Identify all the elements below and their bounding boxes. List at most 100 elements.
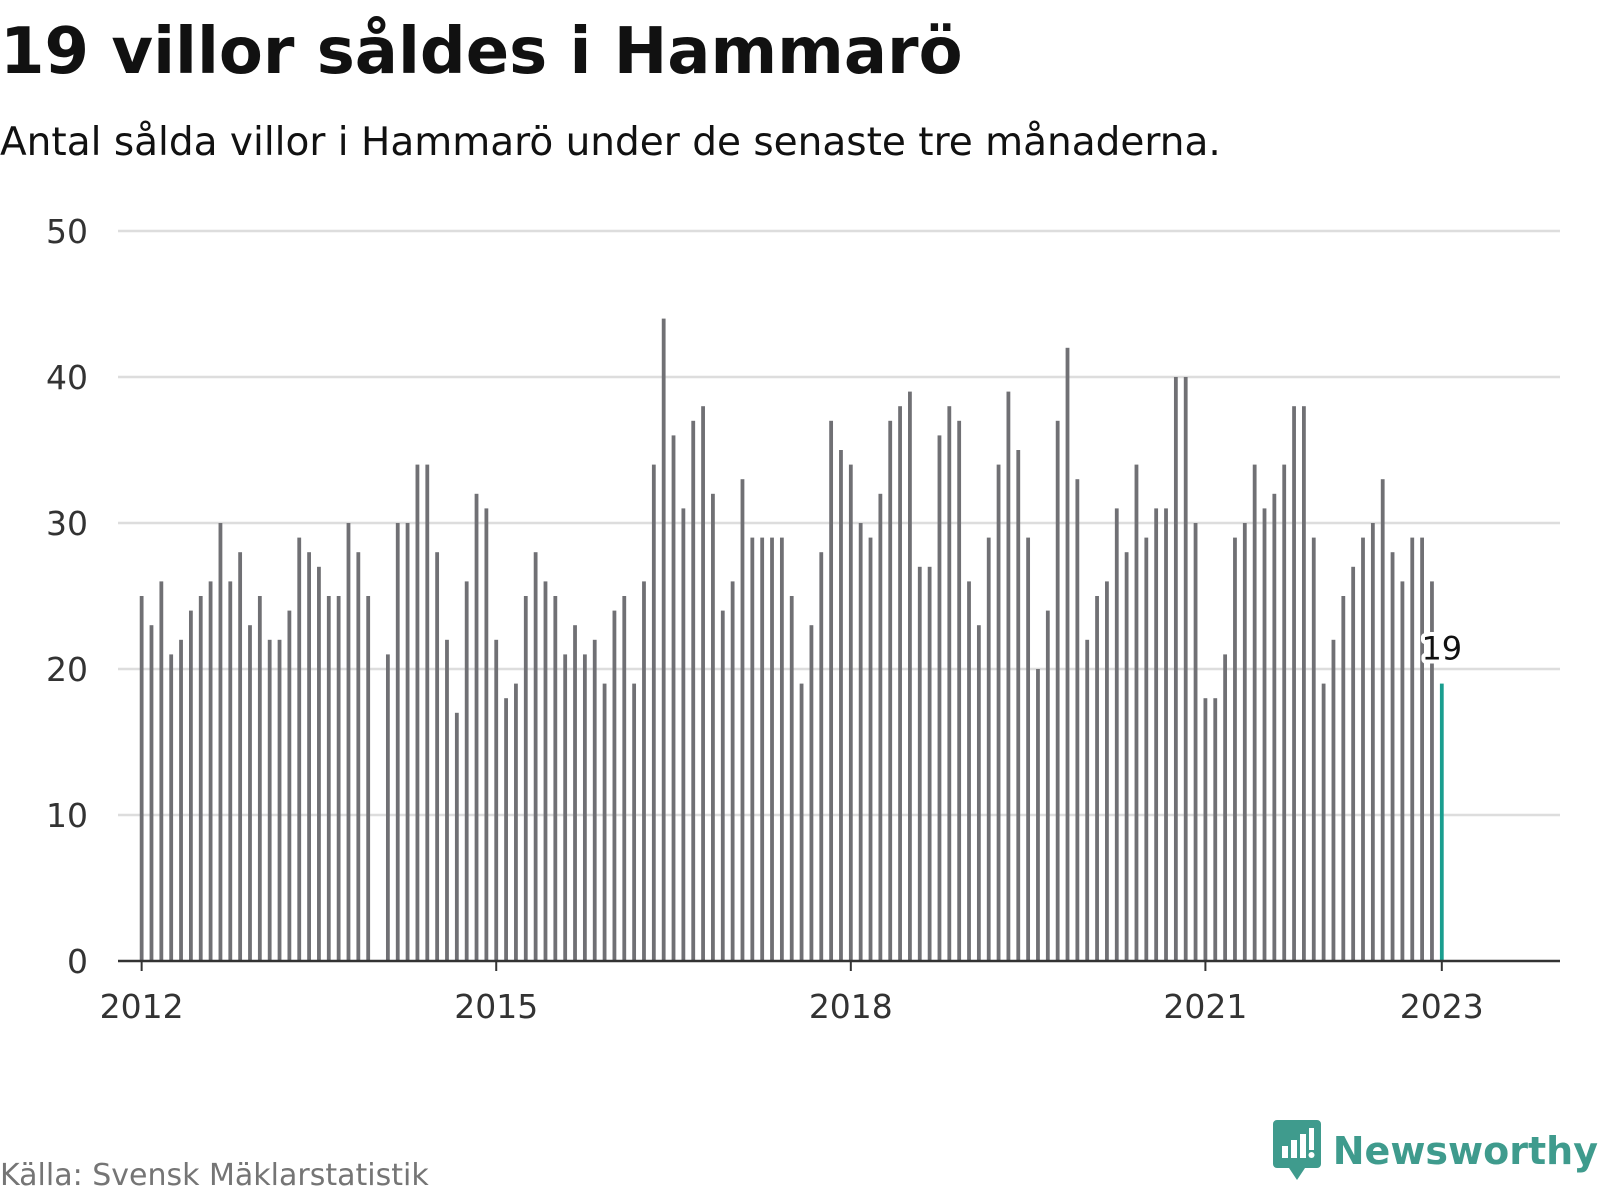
bar [740, 479, 745, 961]
bar [760, 537, 765, 961]
y-tick-label: 20 [46, 650, 88, 689]
bar [1134, 464, 1139, 961]
bar [395, 523, 400, 961]
x-tick-label: 2012 [100, 987, 184, 1026]
bar [671, 435, 676, 961]
bar [1302, 406, 1306, 961]
bar [405, 523, 410, 961]
bar [317, 566, 321, 961]
bar [1026, 537, 1031, 961]
bar [346, 523, 351, 961]
bar [425, 464, 430, 961]
bar [829, 420, 834, 961]
bar [1390, 552, 1395, 961]
bar [1095, 596, 1099, 961]
x-tick-label: 2021 [1163, 987, 1247, 1026]
bar [888, 420, 893, 961]
x-tick-label: 2015 [454, 987, 538, 1026]
bar [730, 581, 735, 961]
bar [454, 712, 459, 961]
bar-chart: 0 10 20 30 40 50 2012 2015 2018 2021 2023 19 [46, 212, 1560, 1026]
bar [947, 406, 952, 961]
bar [287, 610, 292, 961]
bar [484, 508, 489, 961]
bar [218, 523, 223, 961]
bar [297, 537, 302, 961]
bar [1016, 450, 1021, 961]
bar [1173, 377, 1178, 961]
bar [1124, 552, 1129, 961]
bar [1105, 581, 1109, 961]
bar [622, 596, 627, 961]
bar [149, 625, 154, 961]
bar [257, 596, 262, 961]
bar [799, 683, 804, 961]
y-tick-label: 50 [46, 212, 88, 251]
chart-title: 19 villor såldes i Hammarö [0, 15, 963, 89]
bar [1351, 566, 1356, 961]
bar [848, 464, 853, 961]
bar [1380, 479, 1385, 961]
highlight-value-label: 19 [1421, 630, 1462, 668]
bar [770, 537, 774, 961]
bar [908, 391, 912, 962]
bar [1085, 639, 1090, 961]
bar [464, 581, 469, 961]
bar [976, 625, 981, 961]
bar [523, 596, 528, 961]
bar [198, 596, 203, 961]
bar [385, 654, 390, 961]
bar [809, 625, 814, 961]
x-tick-label: 2023 [1400, 987, 1484, 1026]
bar [1065, 347, 1070, 961]
bar [307, 552, 311, 961]
data-labels: 19 [1417, 626, 1466, 672]
bar [1370, 523, 1375, 961]
bar [1272, 493, 1277, 961]
bar [711, 493, 715, 961]
bar [1144, 537, 1149, 961]
bar [208, 581, 213, 961]
bar [1331, 639, 1336, 961]
bar [957, 420, 962, 961]
bar [898, 406, 902, 961]
bar [1242, 523, 1247, 961]
bar [1262, 508, 1267, 961]
bar [1075, 479, 1080, 961]
brand-logo: Newsworthy [1272, 1120, 1598, 1182]
bar [681, 508, 686, 961]
bar [504, 698, 508, 961]
bar [1233, 537, 1237, 961]
bar [1114, 508, 1119, 961]
bar [1154, 508, 1159, 961]
bar [1341, 596, 1346, 961]
brand-name: Newsworthy [1332, 1129, 1598, 1173]
bar [986, 537, 991, 961]
bar [1036, 669, 1040, 961]
bar [1400, 581, 1405, 961]
bar [1252, 464, 1257, 961]
bar [139, 596, 144, 961]
bar [1006, 391, 1011, 962]
bar [661, 318, 666, 962]
y-tick-label: 40 [46, 358, 88, 397]
source-note: Källa: Svensk Mäklarstatistik [0, 1158, 429, 1193]
bar [1213, 698, 1218, 961]
bar [1361, 537, 1365, 961]
bar [179, 639, 183, 961]
bar [1420, 537, 1424, 961]
bar [1430, 581, 1434, 961]
bar [967, 581, 971, 961]
bar [553, 596, 558, 961]
bar [1203, 698, 1208, 961]
bar [632, 683, 637, 961]
bar [720, 610, 725, 961]
bar [336, 596, 341, 961]
bar [159, 581, 164, 961]
bar [592, 639, 597, 961]
bar [819, 552, 824, 961]
bar [1164, 508, 1168, 961]
bar [366, 596, 371, 961]
bar [602, 683, 607, 961]
bar [356, 552, 361, 961]
